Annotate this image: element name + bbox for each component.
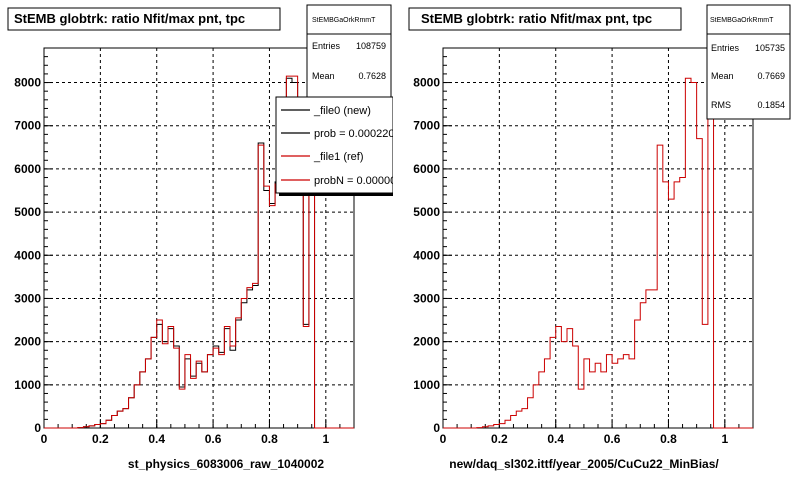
left-title: StEMB globtrk: ratio Nfit/max pnt, tpc — [14, 11, 245, 26]
y-tick-label: 6000 — [413, 162, 440, 176]
right-stats-mean-label: Mean — [711, 71, 734, 81]
left-stats-box — [306, 4, 392, 102]
y-tick-label: 5000 — [413, 205, 440, 219]
right-stats-entries-label: Entries — [711, 43, 740, 53]
left-panel: 0 0.2 0.4 0.6 0.8 1 0 1000 2000 3000 4000 5000 6000 7… — [7, 4, 403, 471]
x-tick-label: 0.2 — [491, 432, 508, 446]
right-stats-rms-value: 0.1854 — [757, 100, 785, 110]
left-title-box — [7, 7, 281, 31]
x-tick-label: 0.8 — [261, 432, 278, 446]
x-tick-label: 0.4 — [148, 432, 165, 446]
x-tick-label: 0 — [41, 432, 48, 446]
y-tick-label: 1000 — [413, 378, 440, 392]
legend-label-ref: _file1 (ref) — [313, 151, 364, 163]
right-stats-header: StEMBGaOrkRmmT — [710, 17, 774, 24]
legend-label-prob: prob = 0.000220 — [314, 128, 394, 140]
right-x-axis-title: new/daq_sl302.ittf/year_2005/CuCu22_MinB… — [449, 457, 719, 471]
x-tick-label: 0 — [440, 432, 447, 446]
right-stats-rms-label: RMS — [711, 100, 731, 110]
legend-label-probn: probN = 0.000000 — [314, 175, 402, 187]
left-stats-entries-label: Entries — [312, 41, 341, 51]
x-tick-label: 0.4 — [547, 432, 564, 446]
left-legend: _file0 (new) prob = 0.000220 _file1 (ref… — [275, 96, 402, 196]
x-tick-label: 0.2 — [92, 432, 109, 446]
y-tick-label: 3000 — [14, 291, 41, 305]
left-stats-header: StEMBGaOrkRmmT — [312, 17, 376, 24]
y-tick-label: 0 — [433, 421, 440, 435]
right-grid — [443, 48, 753, 428]
legend-box — [275, 96, 394, 194]
left-stats-mean-value: 0.7628 — [358, 71, 386, 81]
right-axes: 0 0.2 0.4 0.6 0.8 1 0 1000 2000 3000 4000 5000 6000 7… — [413, 47, 754, 446]
y-tick-label: 4000 — [413, 248, 440, 262]
right-hist — [443, 77, 753, 429]
x-tick-label: 0.6 — [205, 432, 222, 446]
left-panel-edge-mask — [393, 96, 403, 200]
right-title-box — [408, 7, 682, 31]
y-tick-label: 8000 — [413, 76, 440, 90]
y-tick-label: 2000 — [413, 335, 440, 349]
right-frame — [442, 47, 754, 429]
x-tick-label: 0.6 — [604, 432, 621, 446]
left-stats-mean-label: Mean — [312, 71, 335, 81]
left-x-axis-title: st_physics_6083006_raw_1040002 — [128, 457, 324, 471]
y-tick-label: 8000 — [14, 76, 41, 90]
left-stats-entries-value: 108759 — [356, 41, 386, 51]
x-tick-label: 0.8 — [660, 432, 677, 446]
y-tick-label: 7000 — [413, 119, 440, 133]
x-tick-label: 1 — [721, 432, 728, 446]
y-tick-label: 3000 — [413, 291, 440, 305]
left-axes: 0 0.2 0.4 0.6 0.8 1 0 1000 2000 3000 4000 5000 6000 7… — [14, 47, 355, 446]
y-tick-label: 6000 — [14, 162, 41, 176]
legend-label-new: _file0 (new) — [313, 105, 371, 117]
y-tick-label: 1000 — [14, 378, 41, 392]
y-tick-label: 7000 — [14, 119, 41, 133]
right-panel: 0 0.2 0.4 0.6 0.8 1 0 1000 2000 3000 4000 5000 6000 7… — [408, 4, 791, 471]
x-tick-label: 1 — [322, 432, 329, 446]
right-stats-box — [706, 4, 791, 120]
y-tick-label: 2000 — [14, 335, 41, 349]
right-stats-mean-value: 0.7669 — [757, 71, 785, 81]
y-tick-label: 5000 — [14, 205, 41, 219]
y-tick-label: 0 — [34, 421, 41, 435]
right-title: StEMB globtrk: ratio Nfit/max pnt, tpc — [421, 11, 652, 26]
series-ref — [443, 77, 753, 429]
right-stats-entries-value: 105735 — [755, 43, 785, 53]
y-tick-label: 4000 — [14, 248, 41, 262]
